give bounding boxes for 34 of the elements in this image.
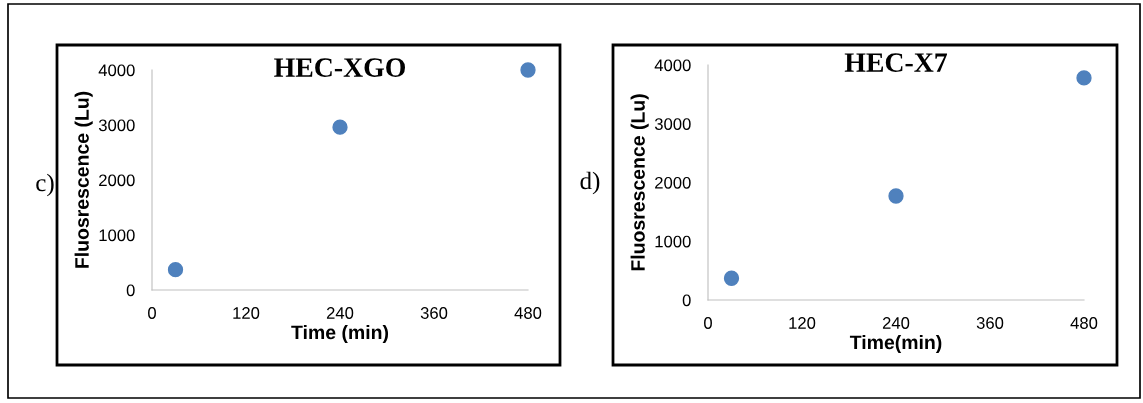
text: c): [36, 173, 54, 197]
x-tick-label: 120: [233, 307, 260, 319]
x-tick-label: 0: [148, 307, 156, 319]
point: [520, 62, 536, 78]
point: [1076, 70, 1092, 86]
y-tick-label: 2000: [99, 174, 135, 187]
x-tick-label: 240: [882, 317, 910, 329]
x-axis-title: Time (min): [291, 324, 389, 344]
x-tick-label: 240: [326, 307, 354, 319]
x-tick-label: 480: [514, 307, 542, 319]
y-tick-label: 4000: [98, 64, 135, 77]
chart-title: HEC-X7: [844, 53, 948, 72]
chart-title: HEC-XGO: [274, 58, 405, 77]
y-tick-label: 1000: [99, 229, 135, 242]
y-tick-label: 3000: [654, 118, 691, 130]
x-tick-label: 360: [420, 307, 448, 319]
y-tick-label: 1000: [655, 235, 691, 248]
y-axis-title: Fluosrescence (Lu): [630, 94, 649, 271]
point: [723, 270, 740, 286]
x-axis-title: Time(min): [849, 334, 942, 354]
point: [332, 119, 348, 135]
x-tick-label: 120: [789, 317, 816, 329]
point: [167, 262, 184, 278]
point: [888, 188, 904, 204]
x-tick-label: 480: [1070, 317, 1098, 329]
y-tick-label: 3000: [98, 119, 135, 132]
y-tick-label: 2000: [655, 176, 691, 189]
y-tick-label: 4000: [654, 59, 691, 72]
y-axis-title: Fluosrescence (Lu): [74, 91, 93, 268]
x-tick-label: 360: [976, 317, 1004, 329]
text: d): [580, 171, 600, 195]
y-tick-label: 0: [126, 284, 135, 297]
x-tick-label: 0: [704, 317, 712, 329]
y-tick-label: 0: [682, 294, 691, 307]
